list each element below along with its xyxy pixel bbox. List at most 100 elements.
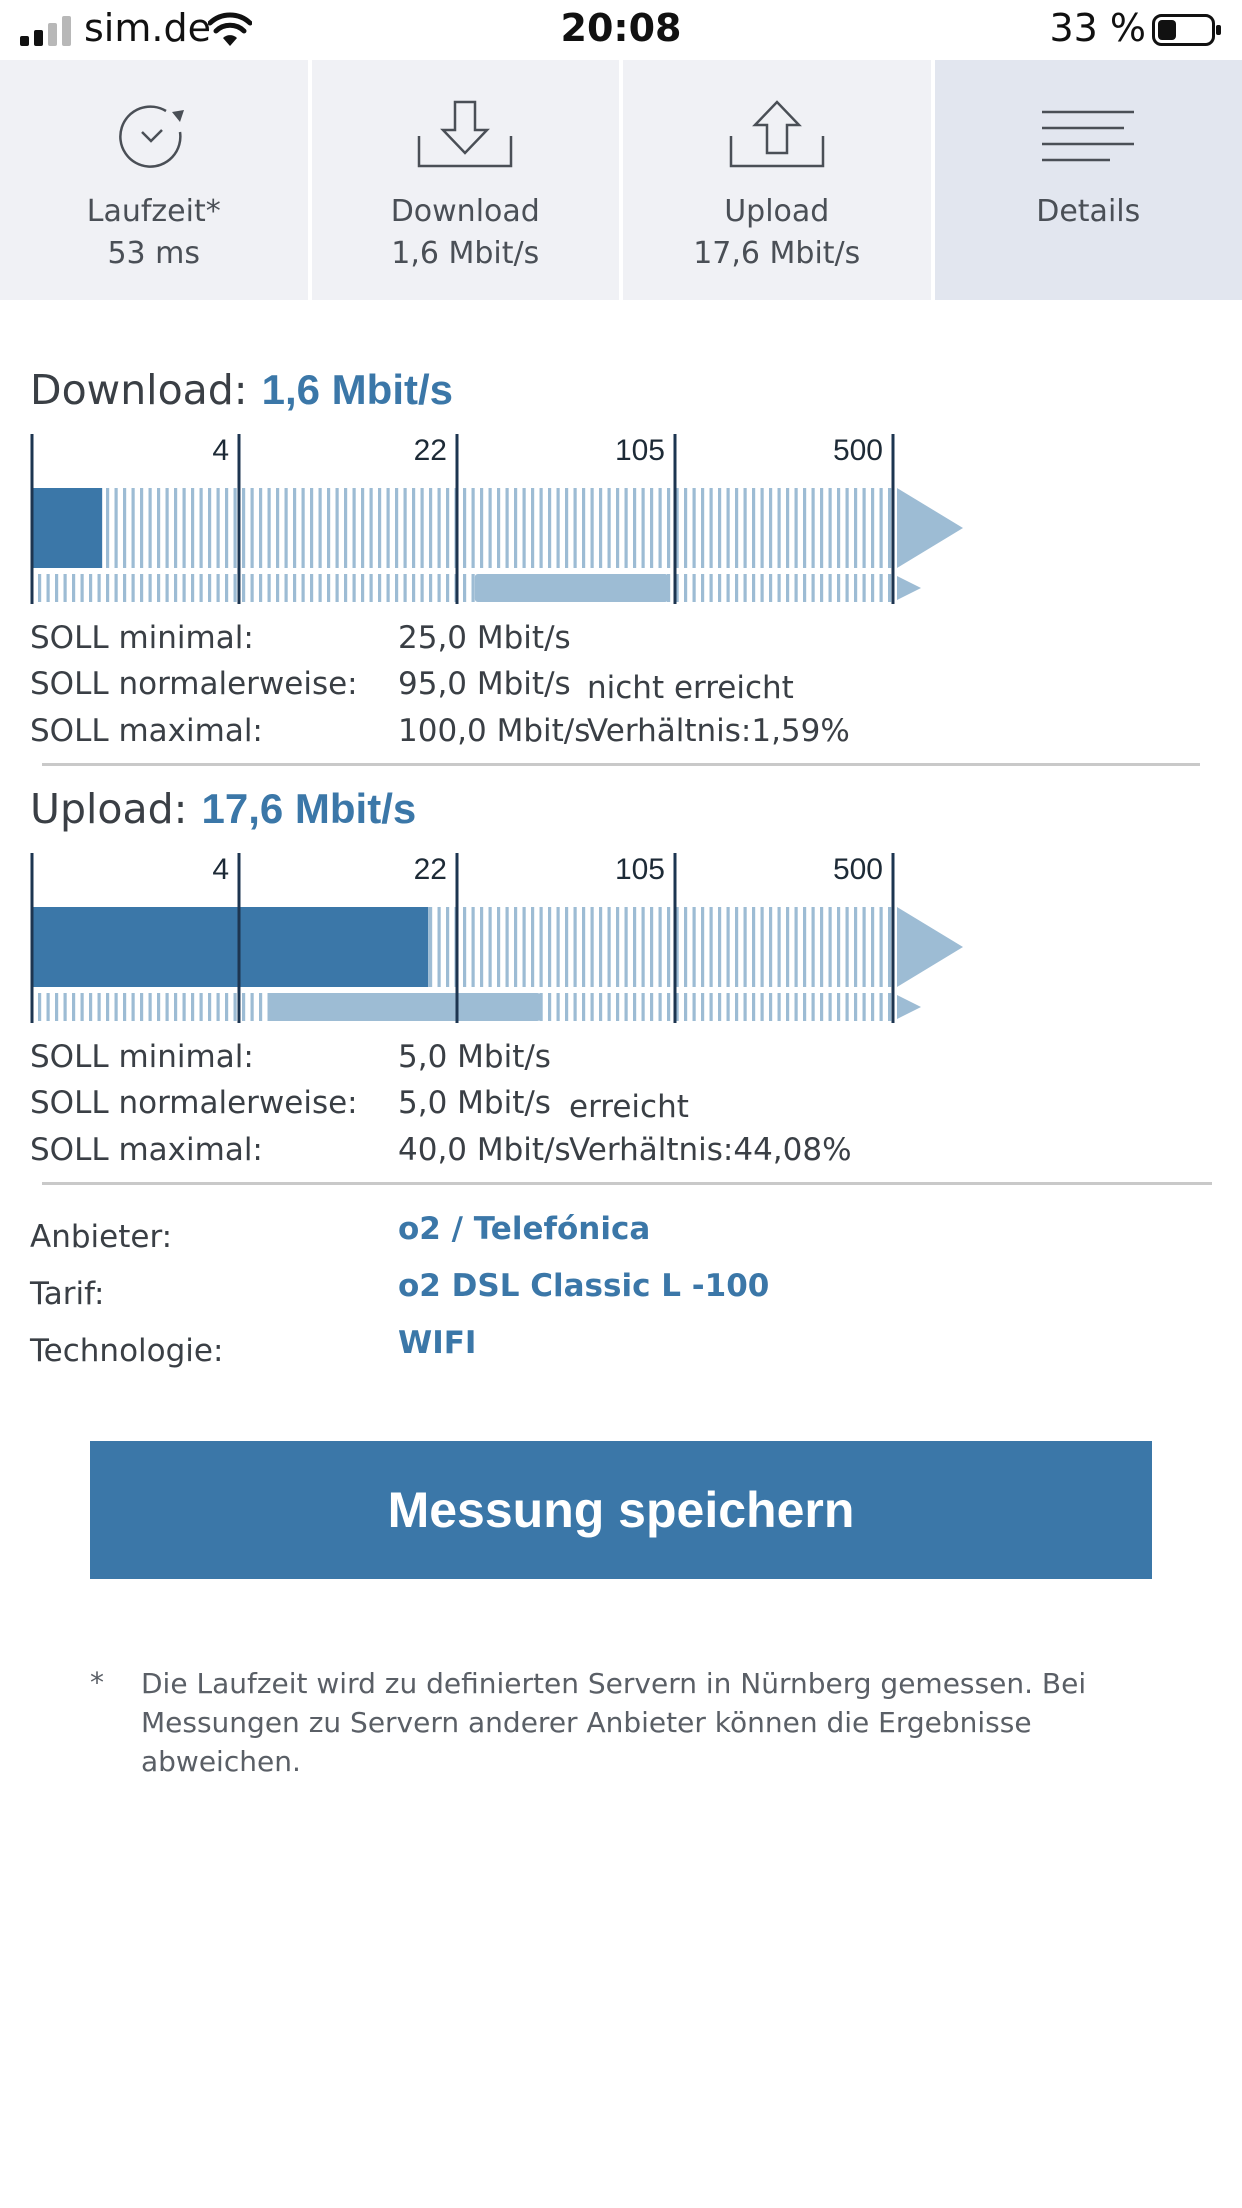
soll-hatch [701,574,705,602]
soll-hatch [718,574,722,602]
soll-hatch [148,993,152,1021]
soll-hatch [760,993,764,1021]
battery-percentage: 33 % [1049,6,1146,50]
soll-hatch [573,993,577,1021]
soll-hatch [624,993,628,1021]
download-soll-min-label: SOLL minimal: [30,620,254,656]
soll-hatch [267,574,271,602]
soll-hatch [361,574,365,602]
scale-hatch [480,488,484,568]
scale-hatch [310,488,314,568]
scale-hatch [446,907,450,987]
scale-hatch [420,488,424,568]
scale-hatch [582,488,586,568]
scale-hatch [395,488,399,568]
upload-soll-min-value: 5,0 Mbit/s [398,1039,551,1075]
list-icon [1042,110,1135,162]
soll-arrow [897,576,921,600]
scale-hatch [556,488,560,568]
scale-hatch [692,488,696,568]
download-soll-max-value: 100,0 Mbit/s [398,713,591,749]
download-title: Download: [30,366,248,414]
download-icon [418,100,513,168]
scale-hatch [174,488,178,568]
scale-hatch [369,488,373,568]
soll-hatch [208,574,212,602]
scale-hatch [293,488,297,568]
soll-hatch [114,993,118,1021]
scale-tick-line [30,853,34,1023]
soll-hatch [658,993,662,1021]
scale-hatch [871,907,875,987]
wifi-icon [208,12,252,46]
soll-hatch [811,993,815,1021]
scale-hatch [590,907,594,987]
technology-value: WIFI [398,1325,477,1361]
soll-hatch [165,993,169,1021]
scale-hatch [284,488,288,568]
scale-hatch [879,907,883,987]
tariff-value: o2 DSL Classic L -100 [398,1268,770,1304]
scale-hatch [233,488,237,568]
scale-tick-label: 500 [833,434,883,467]
scale-hatch [412,488,416,568]
scale-hatch [718,907,722,987]
soll-hatch [888,993,892,1021]
soll-hatch [837,574,841,602]
clock: 20:08 [560,6,682,50]
save-measurement-button[interactable]: Messung speichern [90,1441,1152,1579]
scale-hatch [752,488,756,568]
soll-hatch [675,574,679,602]
soll-hatch [599,993,603,1021]
soll-range-bar [474,574,669,602]
soll-hatch [352,574,356,602]
soll-hatch [769,993,773,1021]
technology-label: Technologie: [30,1333,224,1369]
scale-hatch [463,907,467,987]
scale-hatch [437,907,441,987]
soll-hatch [174,993,178,1021]
soll-hatch [216,574,220,602]
scale-hatch [548,907,552,987]
scale-hatch [403,488,407,568]
soll-hatch [565,993,569,1021]
soll-hatch [191,993,195,1021]
download-ratio: Verhältnis:1,59% [587,713,850,749]
soll-hatch [471,574,475,602]
soll-hatch [752,993,756,1021]
scale-hatch [437,488,441,568]
tab-download[interactable]: Download 1,6 Mbit/s [311,60,619,300]
scale-hatch [378,488,382,568]
scale-hatch [803,488,807,568]
tab-details[interactable]: Details [934,60,1242,300]
scale-hatch [539,907,543,987]
scale-hatch [480,907,484,987]
scale-tick-line [30,434,34,604]
soll-hatch [429,574,433,602]
soll-hatch [820,574,824,602]
soll-hatch [250,574,254,602]
scale-hatch [539,488,543,568]
scale-tick-line [455,853,459,1023]
soll-hatch [344,574,348,602]
scale-hatch [641,907,645,987]
scale-hatch [497,907,501,987]
soll-hatch [735,574,739,602]
scale-hatch [131,488,135,568]
soll-hatch [616,993,620,1021]
soll-hatch [769,574,773,602]
upload-title: Upload: [30,785,188,833]
scale-hatch [565,488,569,568]
scale-hatch [888,488,892,568]
soll-hatch [794,574,798,602]
upload-icon [729,100,824,168]
upload-ratio: Verhältnis:44,08% [569,1132,852,1168]
tab-laufzeit[interactable]: Laufzeit* 53 ms [0,60,308,300]
soll-hatch [233,574,237,602]
tab-upload[interactable]: Upload 17,6 Mbit/s [623,60,931,300]
scale-hatch [794,488,798,568]
scale-hatch [106,488,110,568]
cellular-signal-icon [20,16,71,46]
scale-hatch [845,907,849,987]
download-soll-norm-label: SOLL normalerweise: [30,666,358,702]
